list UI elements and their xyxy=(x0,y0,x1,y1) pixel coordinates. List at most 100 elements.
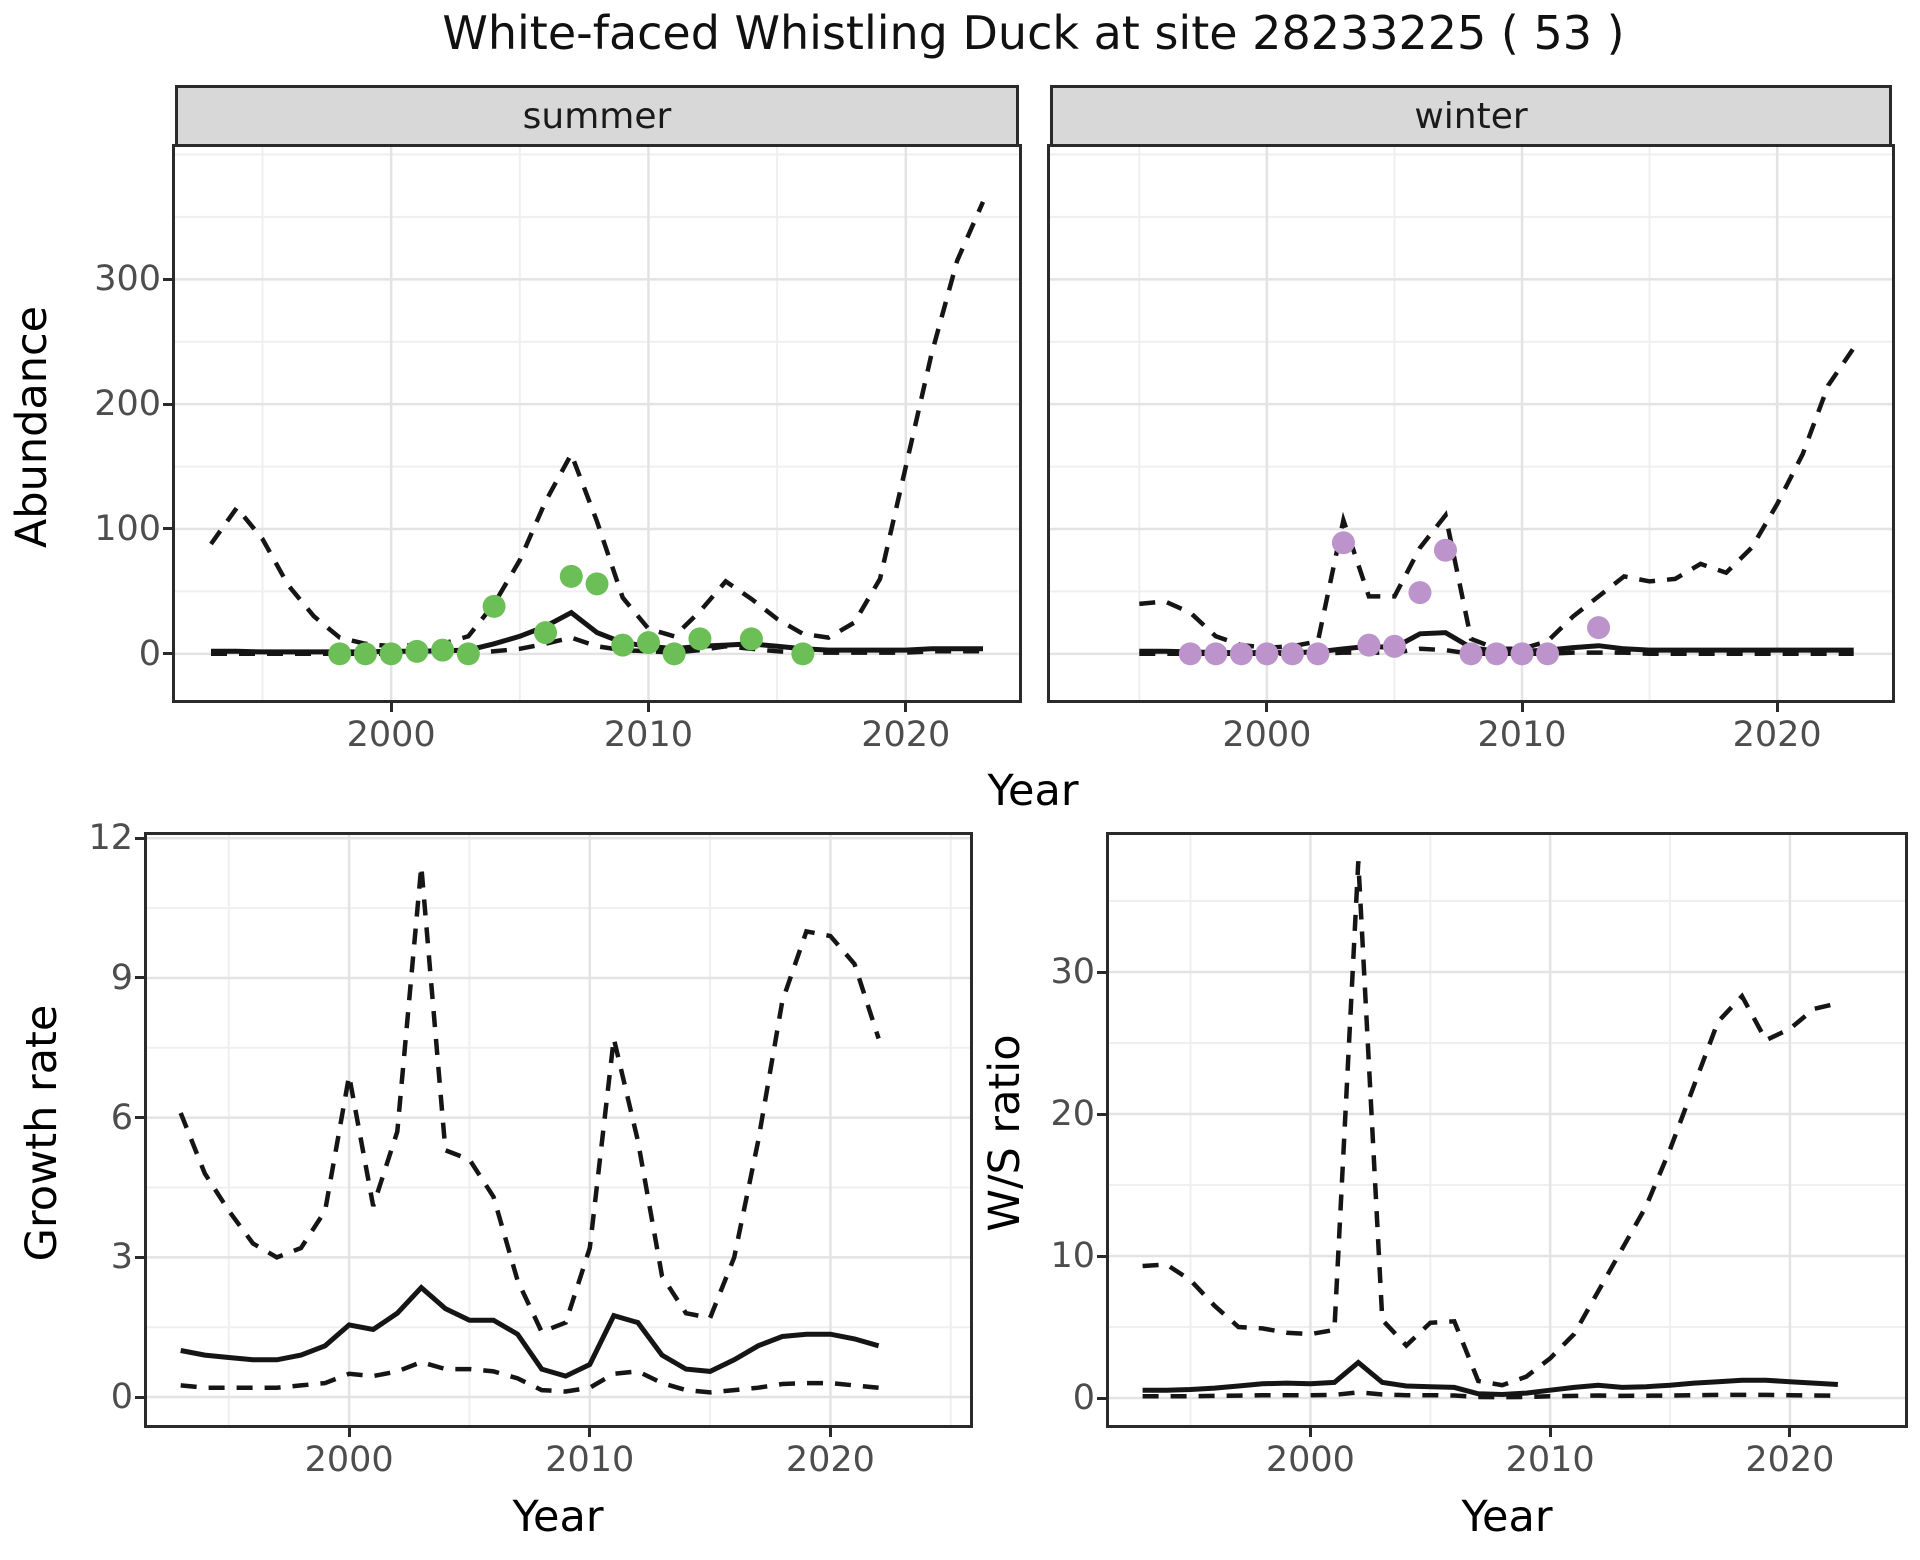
x-axis-title-top-year: Year xyxy=(987,766,1079,816)
observation-point xyxy=(456,642,480,666)
observation-point xyxy=(1408,581,1432,605)
y-tick-mark xyxy=(1097,1112,1106,1116)
observation-point xyxy=(353,642,377,666)
x-tick-label: 2020 xyxy=(1745,1440,1835,1480)
y-tick-label: 10 xyxy=(1050,1236,1095,1277)
observation-point xyxy=(1587,616,1611,640)
y-tick-mark xyxy=(163,652,172,656)
x-tick-mark xyxy=(1548,1428,1552,1437)
chart-title: White-faced Whistling Duck at site 28233… xyxy=(442,6,1625,60)
observation-point xyxy=(559,564,583,588)
upper-95ci-line xyxy=(1142,861,1839,1388)
x-tick-label: 2000 xyxy=(346,715,436,755)
lower-95ci-line xyxy=(180,1359,879,1395)
observation-point xyxy=(1459,642,1483,666)
plot-area-ws-ratio xyxy=(1109,835,1905,1425)
lower-95ci-line xyxy=(211,635,983,657)
upper-95ci-line xyxy=(178,865,881,1335)
y-tick-mark xyxy=(135,1395,144,1399)
y-tick-label: 20 xyxy=(1050,1094,1095,1135)
y-tick-label: 0 xyxy=(138,633,161,674)
observation-point xyxy=(1382,634,1406,658)
observation-point xyxy=(791,642,815,666)
y-tick-label: 30 xyxy=(1050,952,1095,993)
facet-strip-summer: summer xyxy=(175,85,1019,147)
observation-point xyxy=(636,631,660,655)
facet-strip-winter: winter xyxy=(1050,85,1892,147)
x-tick-label: 2010 xyxy=(1505,1440,1595,1480)
observation-point xyxy=(585,572,609,596)
y-tick-label: 3 xyxy=(110,1237,133,1278)
observation-point xyxy=(688,627,712,651)
y-tick-mark xyxy=(135,1116,144,1120)
y-tick-mark xyxy=(1097,1254,1106,1258)
x-tick-label: 2000 xyxy=(1265,1440,1355,1480)
plot-area-abundance-summer xyxy=(175,147,1019,700)
observation-point xyxy=(482,594,506,618)
x-tick-label: 2000 xyxy=(1222,715,1312,755)
panel-ws-ratio xyxy=(1106,832,1908,1428)
x-tick-label: 2010 xyxy=(1477,715,1567,755)
observation-point xyxy=(1280,642,1304,666)
mean-line xyxy=(180,1284,880,1379)
observation-point xyxy=(1178,642,1202,666)
y-tick-mark xyxy=(163,402,172,406)
y-tick-mark xyxy=(1097,970,1106,974)
x-tick-mark xyxy=(347,1428,351,1437)
observation-point xyxy=(1255,642,1279,666)
y-tick-mark xyxy=(1097,1396,1106,1400)
observation-point xyxy=(662,642,686,666)
x-tick-mark xyxy=(646,703,650,712)
y-tick-mark xyxy=(163,527,172,531)
observation-point xyxy=(1510,642,1534,666)
observation-point xyxy=(1485,642,1509,666)
x-tick-mark xyxy=(1775,703,1779,712)
x-tick-label: 2000 xyxy=(304,1440,394,1480)
y-tick-label: 0 xyxy=(1072,1378,1095,1419)
facet-label-winter: winter xyxy=(1414,95,1528,137)
facet-label-summer: summer xyxy=(522,95,672,137)
x-tick-mark xyxy=(828,1428,832,1437)
upper-95ci-line xyxy=(209,200,986,649)
x-tick-mark xyxy=(1520,703,1524,712)
x-tick-label: 2010 xyxy=(545,1440,635,1480)
observation-point xyxy=(379,642,403,666)
observation-point xyxy=(1204,642,1228,666)
x-tick-label: 2020 xyxy=(861,715,951,755)
y-tick-label: 0 xyxy=(110,1377,133,1418)
x-tick-mark xyxy=(904,703,908,712)
y-tick-label: 6 xyxy=(110,1097,133,1138)
plot-area-abundance-winter xyxy=(1050,147,1892,700)
y-tick-mark xyxy=(135,836,144,840)
x-tick-mark xyxy=(1788,1428,1792,1437)
x-tick-mark xyxy=(1308,1428,1312,1437)
x-tick-mark xyxy=(588,1428,592,1437)
observation-point xyxy=(1357,633,1381,657)
panel-abundance-winter xyxy=(1047,144,1895,703)
y-tick-mark xyxy=(163,277,172,281)
y-tick-label: 200 xyxy=(94,384,161,425)
mean-line xyxy=(211,609,983,655)
observation-point xyxy=(431,638,455,662)
x-tick-mark xyxy=(389,703,393,712)
y-tick-label: 300 xyxy=(94,259,161,300)
observation-point xyxy=(611,633,635,657)
panel-growth-rate xyxy=(144,832,973,1428)
panel-abundance-summer xyxy=(172,144,1022,703)
observation-point xyxy=(328,642,352,666)
observation-point xyxy=(1306,642,1330,666)
x-axis-title-ws-year: Year xyxy=(1461,1492,1553,1542)
y-tick-label: 9 xyxy=(110,957,133,998)
observation-point xyxy=(534,621,558,645)
x-tick-mark xyxy=(1265,703,1269,712)
x-axis-title-growth-year: Year xyxy=(512,1492,604,1542)
y-tick-label: 100 xyxy=(94,508,161,549)
observation-point xyxy=(1536,642,1560,666)
y-tick-label: 12 xyxy=(88,818,133,859)
y-tick-mark xyxy=(135,976,144,980)
observation-point xyxy=(1433,538,1457,562)
x-tick-label: 2020 xyxy=(1732,715,1822,755)
upper-95ci-line xyxy=(1139,346,1856,652)
x-tick-label: 2010 xyxy=(603,715,693,755)
